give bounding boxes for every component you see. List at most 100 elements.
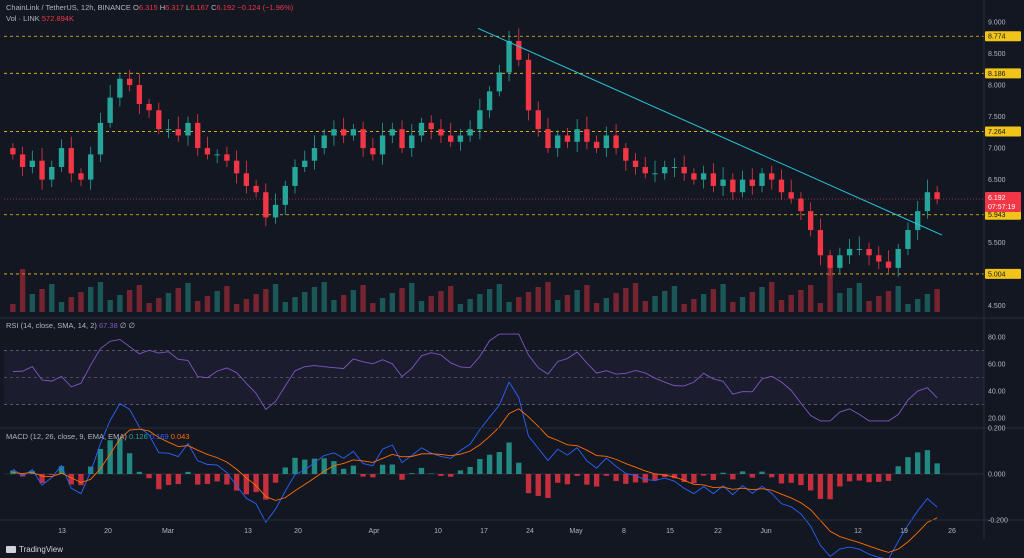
rsi-value: 67.38 — [98, 321, 118, 330]
volume-bar — [516, 297, 522, 312]
tradingview-logo[interactable]: TradingView — [6, 545, 63, 554]
macd-histogram-bar — [895, 466, 901, 474]
macd-histogram-bar — [642, 474, 648, 483]
symbol-name[interactable]: ChainLink / TetherUS, 12h, BINANCE — [6, 3, 131, 12]
candle-body — [876, 255, 882, 262]
candle-body — [564, 135, 571, 142]
time-axis-label: 22 — [714, 528, 722, 535]
macd-axis-label: 0.000 — [988, 472, 1006, 479]
candle-body — [642, 167, 648, 174]
macd-histogram-bar — [885, 474, 892, 481]
candle-body — [156, 110, 162, 130]
macd-line — [12, 381, 938, 558]
candle-body — [379, 135, 386, 155]
macd-histogram-bar — [389, 464, 395, 474]
level-price-tag — [985, 31, 1021, 42]
volume-bar — [632, 283, 639, 312]
volume-bar — [623, 288, 629, 312]
candle-body — [749, 179, 755, 186]
macd-histogram-bar — [78, 474, 84, 486]
volume-bar — [146, 303, 152, 312]
macd-histogram-bar — [486, 454, 493, 474]
volume-value: 572.894K — [41, 14, 74, 23]
level-price-text: 5.943 — [988, 212, 1006, 219]
volume-bar — [876, 296, 882, 312]
volume-bar — [175, 288, 181, 312]
volume-bar — [545, 282, 551, 312]
candle-body — [360, 129, 366, 149]
volume-bar — [156, 298, 162, 312]
price-axis-label: 5.500 — [988, 240, 1006, 247]
current-price-text: 6.192 — [988, 195, 1006, 202]
macd-hist-value: 0.126 — [128, 432, 148, 441]
macd-histogram-bar — [272, 474, 279, 483]
volume-bar — [331, 300, 337, 312]
macd-histogram-bar — [516, 462, 522, 474]
volume-bar — [671, 286, 678, 312]
countdown-text: 07:57:19 — [988, 204, 1015, 211]
macd-histogram-bar — [233, 474, 240, 491]
macd-histogram-bar — [126, 453, 133, 474]
macd-histogram-bar — [759, 471, 765, 474]
candle-body — [506, 40, 512, 73]
volume-bar — [700, 294, 707, 312]
candle-body — [516, 40, 522, 60]
volume-bar — [399, 288, 405, 312]
time-axis-label: 8 — [622, 528, 626, 535]
macd-histogram-bar — [49, 474, 55, 475]
macd-histogram-bar — [19, 474, 26, 477]
candle-body — [253, 185, 259, 193]
macd-histogram-bar — [691, 474, 697, 484]
macd-histogram-bar — [448, 474, 454, 477]
macd-histogram-bar — [58, 466, 65, 474]
candle-body — [545, 129, 551, 149]
candle-body — [331, 129, 337, 136]
candle-body — [58, 148, 65, 167]
macd-histogram-bar — [730, 474, 736, 480]
macd-line-value: 0.169 — [149, 432, 169, 441]
macd-histogram-bar — [700, 474, 707, 476]
candle-body — [438, 129, 444, 136]
level-price-text: 7.264 — [988, 129, 1006, 136]
macd-histogram-bar — [195, 474, 201, 485]
volume-bar — [88, 287, 94, 312]
time-axis-label: 20 — [104, 528, 112, 535]
macd-histogram-bar — [846, 474, 853, 482]
volume-bar — [798, 290, 804, 312]
volume-bar — [195, 301, 201, 312]
candle-body — [535, 110, 541, 130]
price-axis-label: 7.500 — [988, 114, 1006, 121]
macd-histogram-bar — [477, 459, 483, 474]
candle-body — [759, 173, 765, 186]
time-axis-label: 17 — [480, 528, 488, 535]
candle-body — [467, 129, 473, 136]
volume-bar — [418, 301, 425, 312]
volume-bar — [389, 293, 395, 312]
volume-bar — [885, 291, 892, 312]
macd-histogram-bar — [798, 474, 804, 486]
macd-histogram-bar — [555, 474, 561, 483]
candle-body — [185, 122, 191, 136]
macd-histogram-bar — [788, 474, 794, 483]
macd-histogram-bar — [399, 474, 405, 480]
volume-bar — [866, 301, 872, 312]
volume-bar — [924, 294, 931, 312]
volume-bar — [593, 303, 600, 312]
macd-axis-label: -0.200 — [988, 518, 1008, 525]
volume-bar — [68, 297, 74, 312]
volume-bar — [302, 292, 308, 312]
candle-body — [321, 135, 327, 149]
candle-body — [730, 179, 736, 193]
candle-body — [107, 97, 113, 123]
macd-histogram-bar — [243, 474, 250, 495]
volume-bar — [525, 292, 532, 312]
candle-body — [233, 160, 240, 174]
volume-bar — [97, 282, 104, 312]
macd-histogram-bar — [866, 474, 872, 483]
volume-bar — [204, 296, 211, 312]
volume-bar — [769, 282, 775, 312]
candle-body — [195, 122, 201, 149]
candle-body — [623, 148, 629, 161]
volume-bar — [253, 294, 259, 312]
